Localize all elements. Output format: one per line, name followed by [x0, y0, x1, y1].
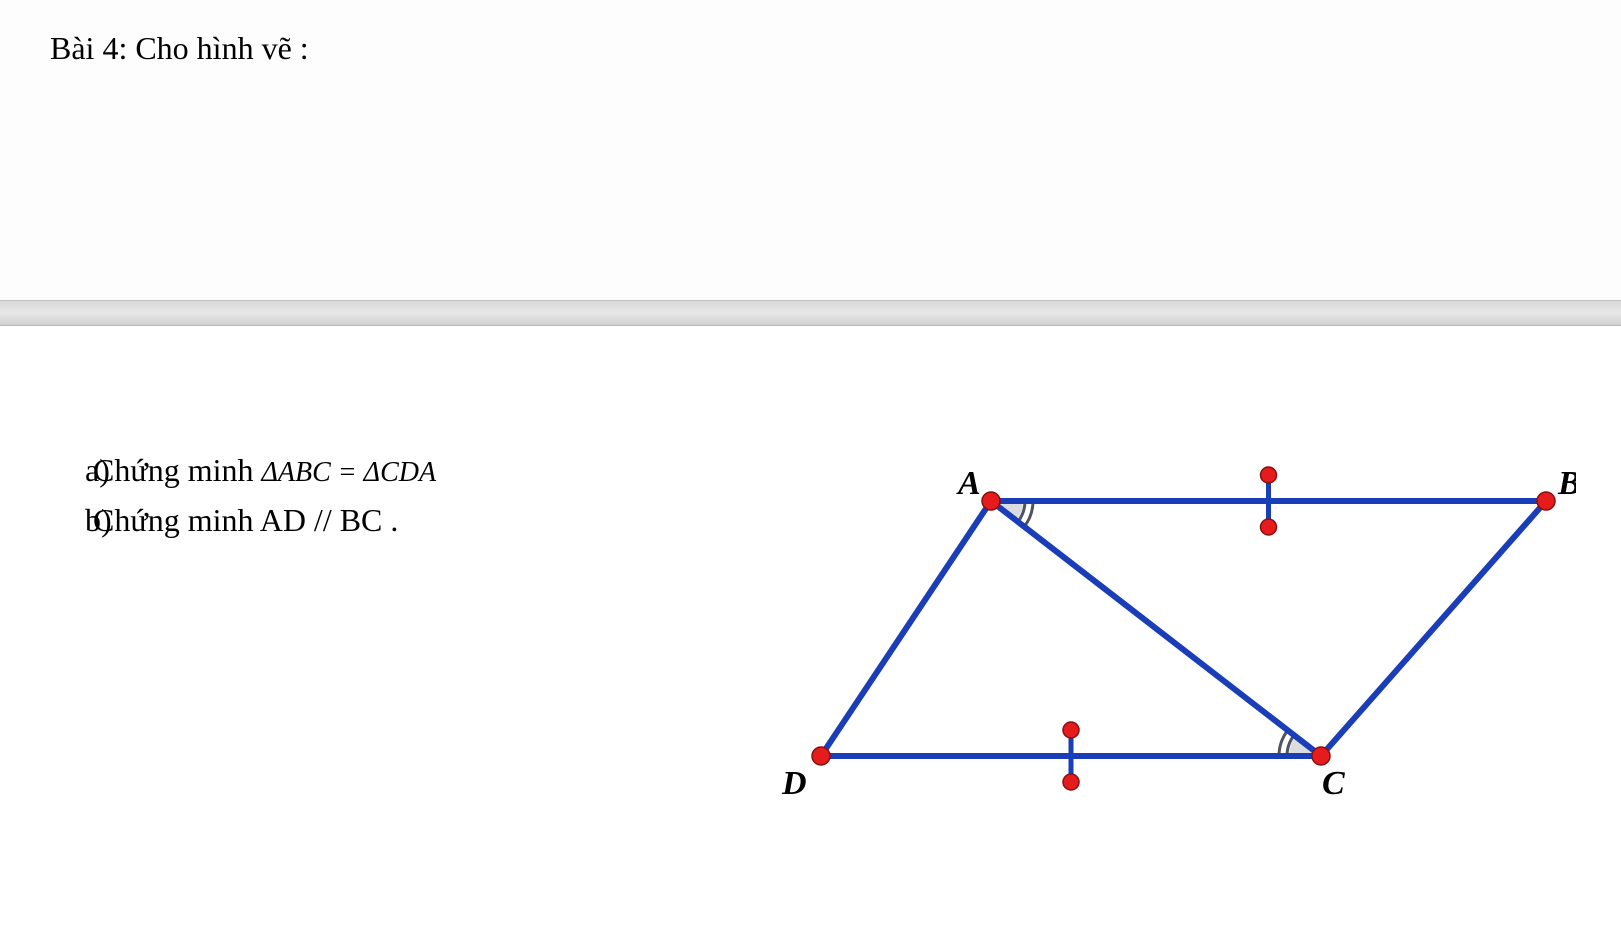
svg-text:C: C — [1322, 765, 1345, 802]
page-separator — [0, 300, 1621, 326]
svg-text:B: B — [1557, 465, 1576, 502]
question-a-letter: a) — [45, 446, 93, 496]
svg-text:D: D — [781, 765, 807, 802]
questions: a) Chứng minh ΔABC = ΔCDA b) Chứng minh … — [45, 446, 685, 545]
diagram-container: A B C D — [685, 446, 1576, 806]
question-a: a) Chứng minh ΔABC = ΔCDA — [45, 446, 685, 496]
question-b: b) Chứng minh AD // BC . — [45, 496, 685, 546]
content-row: a) Chứng minh ΔABC = ΔCDA b) Chứng minh … — [0, 326, 1621, 806]
question-a-prefix: Chứng minh — [93, 452, 261, 488]
exercise-title: Bài 4: Cho hình vẽ : — [50, 30, 1571, 67]
geometry-diagram: A B C D — [766, 446, 1576, 806]
question-b-letter: b) — [45, 496, 93, 546]
question-a-math: ΔABC = ΔCDA — [261, 457, 436, 488]
question-b-text: Chứng minh AD // BC . — [93, 496, 398, 546]
header-section: Bài 4: Cho hình vẽ : — [0, 0, 1621, 300]
svg-text:A: A — [956, 465, 981, 502]
